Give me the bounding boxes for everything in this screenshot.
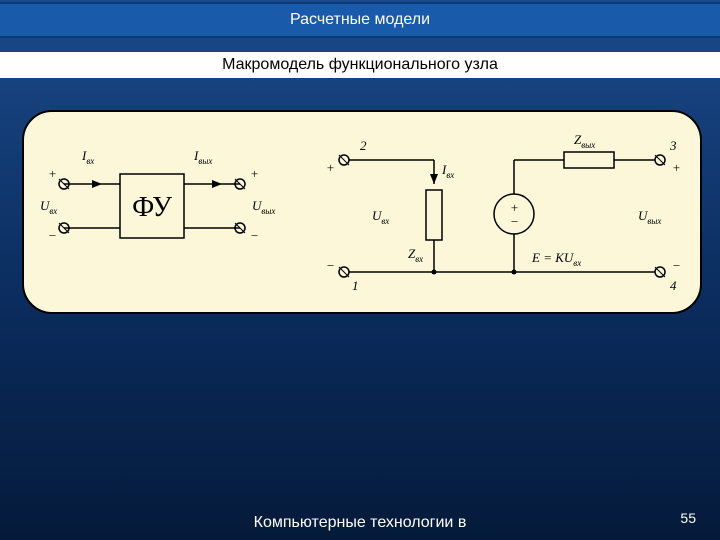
svg-text:+: + [672,160,681,175]
svg-text:+: + [48,166,57,181]
svg-text:4: 4 [670,278,677,293]
svg-text:1: 1 [352,278,359,293]
header-bar: Расчетные модели [0,2,720,38]
Uvx-label: Uвх [40,198,57,216]
Iout-label: Iвых [193,148,212,166]
Zvx-label: Zвх [408,246,423,264]
svg-text:−: − [250,228,259,243]
Ivx-right: Iвх [441,162,454,180]
Zout-label: Zвых [574,132,595,150]
fu-label: ФУ [132,192,172,223]
footer-text: Компьютерные технологии в [0,514,720,532]
Uout-right: Uвых [638,208,661,226]
svg-text:3: 3 [669,138,677,153]
Uout-left-label: Uвых [252,198,275,216]
E-label: E = KUвх [531,250,581,268]
svg-text:+: + [510,200,519,215]
Ivx-label: Iвх [81,148,94,166]
diagram-panel: ФУ Iвх + − Uвх [22,110,702,314]
svg-text:−: − [326,258,335,273]
slide: Расчетные модели Макромодель функциональ… [0,0,720,540]
equivalent-circuit: 2 1 3 4 Iвх [326,132,681,293]
fu-block: ФУ Iвх + − Uвх [40,148,275,243]
svg-text:2: 2 [360,138,367,153]
svg-text:+: + [326,160,335,175]
svg-text:−: − [510,214,519,229]
header-title: Расчетные модели [0,4,720,36]
subtitle: Макромодель функционального узла [0,52,720,78]
svg-text:−: − [672,258,681,273]
Uvx-right: Uвх [372,208,389,226]
circuit-diagram: ФУ Iвх + − Uвх [24,112,700,312]
page-number: 55 [680,510,696,526]
svg-text:+: + [250,166,259,181]
svg-text:−: − [48,228,57,243]
